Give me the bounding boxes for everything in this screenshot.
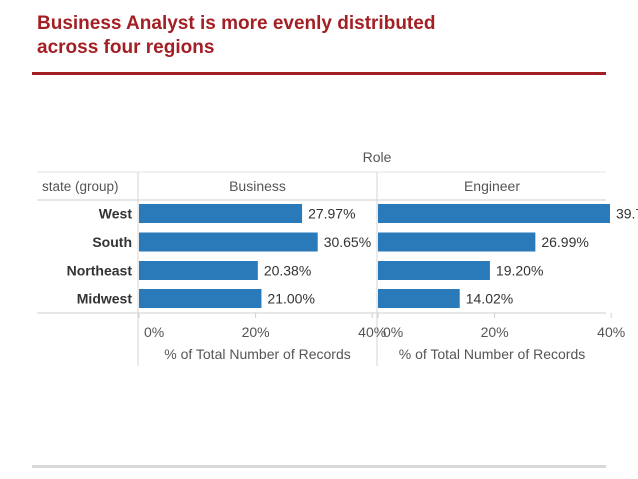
category-label-northeast: Northeast: [67, 263, 133, 279]
row-header-state: state (group): [42, 179, 119, 194]
x-tick-label-business-0: 0%: [144, 324, 164, 340]
x-tick-label-business-1: 20%: [242, 324, 270, 340]
data-label-engineer-northeast: 19.20%: [496, 263, 543, 279]
bar-engineer-south: [378, 232, 536, 252]
panel-header-engineer: Engineer: [464, 178, 520, 194]
bar-engineer-northeast: [378, 261, 490, 280]
bar-business-west: [139, 204, 303, 223]
footer-divider: [32, 465, 606, 468]
slide-title-line-1: Business Analyst is more evenly distribu…: [37, 13, 436, 34]
x-tick-label-business-2: 40%: [358, 324, 386, 340]
panel-header-business: Business: [229, 178, 286, 194]
bar-engineer-west: [378, 204, 610, 223]
data-label-business-midwest: 21.00%: [267, 291, 314, 307]
x-tick-label-engineer-2: 40%: [597, 324, 625, 340]
data-label-engineer-west: 39.79%: [616, 206, 638, 222]
category-label-west: West: [99, 206, 133, 222]
slide-title-line-2: across four regions: [37, 37, 215, 58]
data-label-engineer-midwest: 14.02%: [466, 291, 513, 307]
category-label-south: South: [92, 234, 132, 250]
data-label-business-west: 27.97%: [308, 206, 355, 222]
bar-business-south: [139, 232, 318, 252]
x-axis-title-business: % of Total Number of Records: [164, 346, 351, 362]
x-tick-label-engineer-1: 20%: [481, 324, 509, 340]
bar-business-midwest: [139, 289, 262, 308]
x-tick-label-engineer-0: 0%: [383, 324, 403, 340]
slide-title: Business Analyst is more evenly distribu…: [37, 12, 617, 60]
column-header-role: Role: [363, 149, 392, 165]
title-divider: [32, 72, 606, 75]
x-axis-title-engineer: % of Total Number of Records: [399, 346, 586, 362]
data-label-business-northeast: 20.38%: [264, 263, 311, 279]
data-label-business-south: 30.65%: [324, 234, 371, 250]
category-label-midwest: Midwest: [77, 291, 133, 307]
bar-business-northeast: [139, 261, 258, 280]
data-label-engineer-south: 26.99%: [541, 234, 588, 250]
bar-engineer-midwest: [378, 289, 460, 308]
